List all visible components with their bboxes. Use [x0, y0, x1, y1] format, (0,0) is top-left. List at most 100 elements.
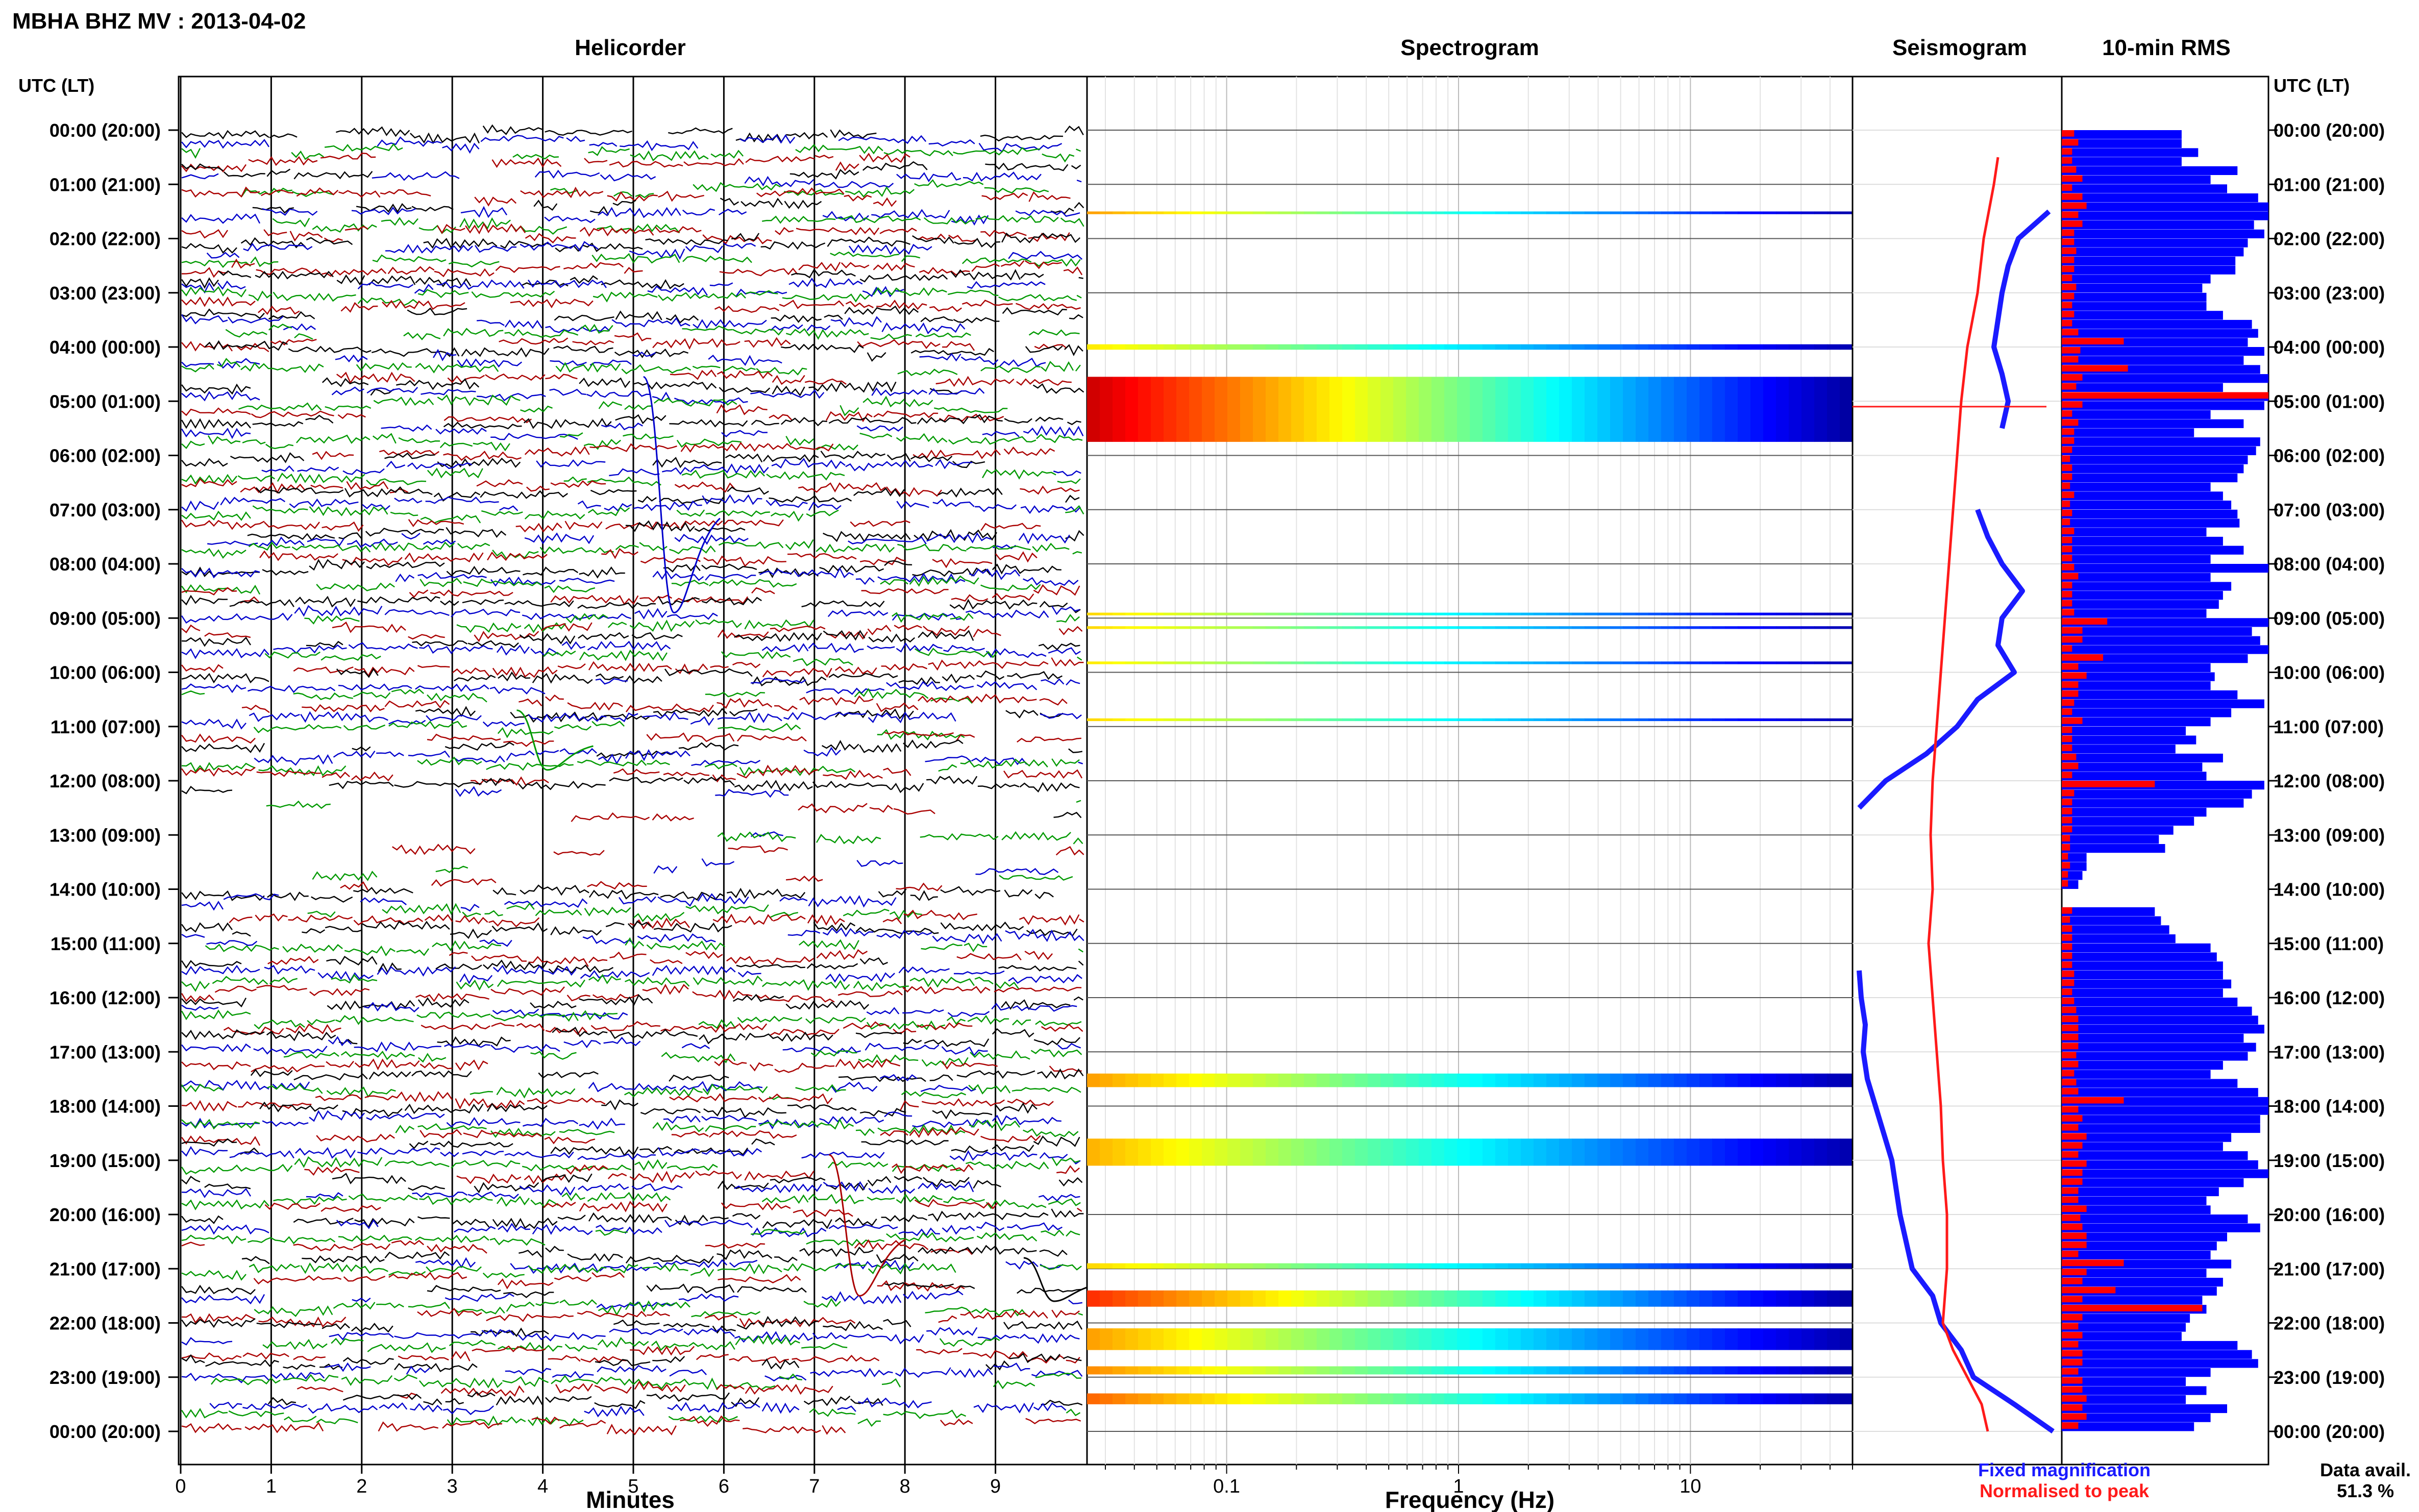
- spectrogram-cell: [1776, 211, 1789, 214]
- spectrogram-cell: [1113, 1138, 1126, 1166]
- left-time-tick-label: 04:00 (00:00): [50, 337, 161, 358]
- spectrogram-cell: [1215, 1263, 1228, 1269]
- spectrogram-cell: [1457, 1263, 1470, 1269]
- spectrogram-cell: [1278, 1393, 1292, 1404]
- spectrogram-cell: [1585, 1073, 1598, 1087]
- rms-fixed-bar: [2062, 311, 2223, 320]
- spectrogram-cell: [1202, 661, 1215, 664]
- spectrogram-cell: [1789, 211, 1802, 214]
- spectrogram-cell: [1215, 661, 1228, 664]
- rms-fixed-bar: [2062, 1187, 2219, 1197]
- rms-normalised-bar: [2062, 1169, 2083, 1176]
- spectrogram-cell: [1495, 661, 1509, 664]
- spectrogram-cell: [1699, 1073, 1713, 1087]
- rms-fixed-bar: [2062, 1160, 2258, 1169]
- spectrogram-cell: [1738, 1138, 1751, 1166]
- helicorder-trace: [304, 612, 1080, 633]
- minute-tick-label: 7: [809, 1476, 820, 1497]
- spectrogram-cell: [1113, 1263, 1126, 1269]
- spectrogram-cell: [1176, 1393, 1190, 1404]
- spectrogram-cell: [1176, 1263, 1190, 1269]
- spectrogram-cell: [1342, 1290, 1355, 1307]
- right-time-tick-label: 10:00 (06:00): [2274, 662, 2385, 683]
- spectrogram-cell: [1355, 1393, 1368, 1404]
- spectrogram-cell: [1278, 661, 1292, 664]
- spectrogram-cell: [1814, 1393, 1828, 1404]
- rms-fixed-bar: [2062, 844, 2165, 853]
- spectrogram-cell: [1495, 1393, 1509, 1404]
- spectrogram-cell: [1125, 1393, 1139, 1404]
- spectrogram-cell: [1100, 1073, 1113, 1087]
- rms-fixed-bar: [2062, 726, 2186, 735]
- spectrogram-cell: [1342, 718, 1355, 722]
- rms-fixed-bar: [2062, 166, 2238, 175]
- left-time-tick-label: 14:00 (10:00): [50, 879, 161, 900]
- spectrogram-cell: [1776, 377, 1789, 442]
- seismogram-panel: [1852, 76, 2063, 1466]
- rms-normalised-bar: [2062, 1422, 2079, 1429]
- spectrogram-cell: [1750, 1328, 1764, 1350]
- spectrogram-cell: [1113, 377, 1126, 442]
- spectrogram-cell: [1674, 211, 1687, 214]
- rms-normalised-bar: [2062, 555, 2072, 561]
- spectrogram-cell: [1329, 1073, 1343, 1087]
- helicorder-trace: [181, 206, 1080, 226]
- rms-normalised-bar: [2062, 1395, 2087, 1402]
- spectrogram-cell: [1674, 661, 1687, 664]
- rms-normalised-bar: [2062, 1313, 2083, 1321]
- rms-normalised-bar: [2062, 844, 2070, 851]
- spectrogram-cell: [1087, 344, 1100, 350]
- spectrogram-cell: [1725, 344, 1738, 350]
- page-title: MBHA BHZ MV : 2013-04-02: [12, 9, 306, 34]
- spectrogram-cell: [1648, 661, 1662, 664]
- spectrogram-cell: [1291, 344, 1304, 350]
- rms-fixed-bar: [2062, 374, 2268, 383]
- spectrogram-cell: [1431, 377, 1445, 442]
- rms-fixed-bar: [2062, 699, 2264, 708]
- spectrogram-cell: [1189, 661, 1202, 664]
- rms-fixed-bar: [2062, 455, 2248, 464]
- spectrogram-cell: [1750, 661, 1764, 664]
- spectrogram-cell: [1597, 718, 1611, 722]
- helicorder-trace: [181, 688, 973, 704]
- spectrogram-cell: [1636, 1073, 1649, 1087]
- rms-fixed-bar: [2062, 943, 2211, 952]
- helicorder-trace: [181, 594, 1081, 613]
- rms-normalised-bar: [2062, 853, 2068, 860]
- rms-normalised-bar: [2062, 645, 2072, 652]
- rms-panel: [2061, 76, 2278, 1466]
- spectrogram-cell: [1636, 211, 1649, 214]
- helicorder-trace: [181, 358, 1081, 376]
- spectrogram-cell: [1636, 718, 1649, 722]
- spectrogram-cell: [1738, 1366, 1751, 1375]
- spectrogram-cell: [1827, 344, 1840, 350]
- spectrogram-cell: [1342, 661, 1355, 664]
- right-time-tick-label: 19:00 (15:00): [2274, 1150, 2385, 1171]
- seismogram-title: Seismogram: [1892, 35, 2027, 60]
- spectrogram-cell: [1444, 612, 1458, 615]
- spectrogram-cell: [1087, 612, 1100, 615]
- spectrogram-cell: [1712, 1138, 1725, 1166]
- rms-fixed-bar: [2062, 275, 2211, 284]
- rms-fixed-bar: [2062, 1341, 2238, 1350]
- left-time-tick-label: 20:00 (16:00): [50, 1204, 161, 1225]
- rms-normalised-bar: [2062, 518, 2070, 526]
- spectrogram-cell: [1444, 1073, 1458, 1087]
- rms-normalised-bar: [2062, 826, 2072, 833]
- spectrogram-cell: [1597, 1138, 1611, 1166]
- rms-fixed-bar: [2062, 1269, 2207, 1278]
- spectrogram-cell: [1623, 211, 1636, 214]
- helicorder-trace: [181, 1009, 1082, 1030]
- spectrogram-cell: [1840, 377, 1853, 442]
- spectrogram-cell: [1814, 344, 1828, 350]
- spectrogram-cell: [1355, 661, 1368, 664]
- spectrogram-cell: [1406, 211, 1419, 214]
- spectrogram-cell: [1661, 718, 1674, 722]
- spectrogram-cell: [1661, 1393, 1674, 1404]
- spectrogram-cell: [1151, 1138, 1164, 1166]
- spectrogram-cell: [1546, 211, 1560, 214]
- spectrogram-cell: [1559, 718, 1572, 722]
- rms-normalised-bar: [2062, 781, 2155, 787]
- spectrogram-cell: [1572, 661, 1585, 664]
- spectrogram-cell: [1151, 344, 1164, 350]
